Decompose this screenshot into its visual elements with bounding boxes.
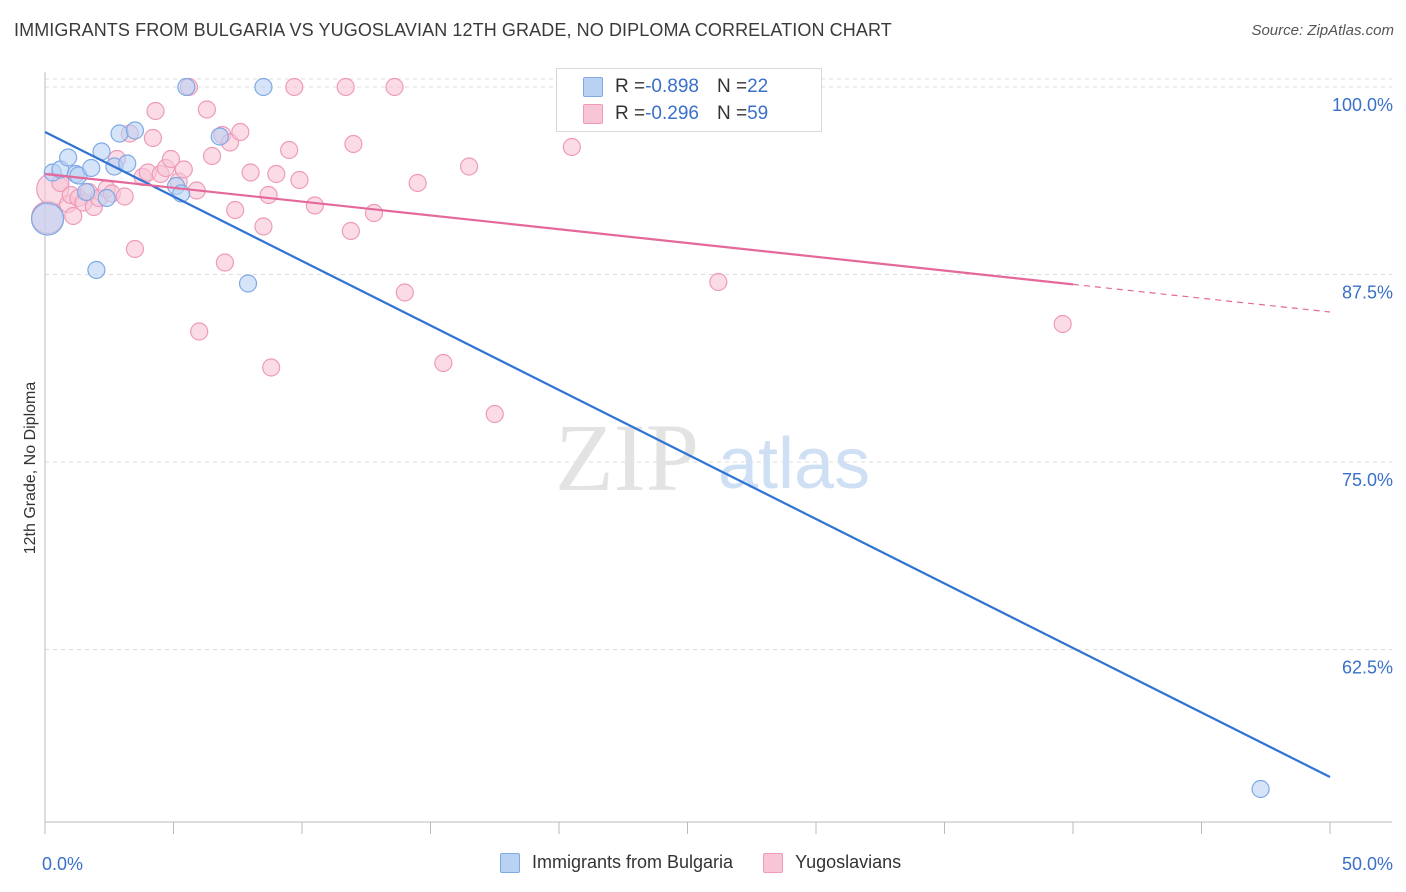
point-yugoslavians [231, 122, 250, 142]
point-yugoslavians [280, 140, 299, 160]
y-tick-label: 62.5% [1342, 658, 1393, 678]
point-bulgaria [82, 158, 101, 178]
legend-r-label: R = [615, 103, 646, 124]
point-bulgaria [1251, 779, 1270, 799]
point-yugoslavians [485, 404, 504, 424]
legend-row-yugoslavians: R = -0.296 N = 59 [583, 101, 768, 127]
point-yugoslavians [1053, 314, 1072, 334]
source-label: Source: ZipAtlas.com [1251, 22, 1394, 39]
chart-title: IMMIGRANTS FROM BULGARIA VS YUGOSLAVIAN … [14, 20, 892, 40]
legend-n-label: N = [716, 76, 748, 97]
point-yugoslavians [408, 173, 427, 193]
point-bulgaria [97, 188, 116, 208]
y-tick-label: 75.0% [1342, 470, 1393, 490]
point-yugoslavians [305, 196, 324, 215]
trend-line-dashed [1072, 283, 1331, 313]
point-yugoslavians [215, 253, 234, 272]
point-yugoslavians [226, 200, 245, 220]
point-bulgaria [177, 77, 196, 97]
point-yugoslavians [259, 185, 278, 205]
y-tick-label: 100.0% [1332, 95, 1393, 115]
series-legend: Immigrants from Bulgaria Yugoslavians [500, 852, 931, 873]
point-yugoslavians [709, 272, 728, 292]
x-tick-label: 0.0% [42, 854, 83, 874]
point-yugoslavians [174, 160, 193, 179]
stats-legend: R = -0.898 N = 22 R = -0.296 N = 59 [556, 68, 822, 132]
tick-labels: 62.5% 75.0% 87.5% 100.0% 0.0% 50.0% [42, 95, 1393, 874]
legend-n-label: N = [716, 103, 748, 124]
watermark-atlas: atlas [718, 424, 870, 504]
point-yugoslavians [562, 137, 581, 157]
point-yugoslavians [202, 146, 222, 166]
point-yugoslavians [146, 101, 165, 121]
point-yugoslavians [290, 170, 309, 190]
point-bulgaria [110, 124, 129, 143]
point-bulgaria [238, 274, 258, 293]
legend-r-label: R = [615, 76, 646, 97]
point-yugoslavians [344, 134, 363, 154]
point-yugoslavians [364, 203, 384, 223]
trend-lines [44, 131, 1331, 778]
legend-label-yugoslavians: Yugoslavians [795, 852, 902, 872]
point-yugoslavians [262, 358, 281, 377]
legend-n-value: 59 [747, 103, 769, 124]
point-yugoslavians [434, 353, 453, 373]
point-yugoslavians [395, 283, 414, 302]
point-yugoslavians [197, 100, 217, 119]
legend-row-bulgaria: R = -0.898 N = 22 [583, 74, 768, 100]
legend-r-value: -0.898 [645, 76, 699, 97]
trend-line [44, 131, 1331, 778]
point-bulgaria [210, 127, 229, 146]
legend-swatch-yugoslavians [583, 104, 603, 124]
point-bulgaria [125, 121, 145, 140]
legend-swatch-bulgaria [500, 852, 520, 873]
point-yugoslavians [285, 77, 304, 97]
point-bulgaria [254, 77, 273, 97]
point-yugoslavians [385, 77, 404, 97]
point-yugoslavians [267, 164, 286, 184]
y-tick-label: 87.5% [1342, 283, 1393, 303]
legend-r-value: -0.296 [645, 103, 699, 124]
legend-swatch-yugoslavians [763, 852, 784, 873]
point-bulgaria [118, 154, 137, 173]
point-yugoslavians [254, 217, 273, 236]
legend-item-yugoslavians: Yugoslavians [763, 852, 901, 873]
point-yugoslavians [459, 157, 479, 176]
point-bulgaria [59, 148, 78, 167]
series-yugoslavians-points [30, 77, 1072, 424]
point-yugoslavians [115, 187, 134, 206]
trend-line-solid [44, 172, 1074, 286]
legend-swatch-bulgaria [583, 77, 603, 97]
point-yugoslavians [241, 163, 260, 182]
point-yugoslavians [143, 128, 163, 148]
watermark-zip: ZIP [555, 404, 699, 511]
x-tick-label: 50.0% [1342, 854, 1393, 874]
legend-label-bulgaria: Immigrants from Bulgaria [532, 852, 734, 872]
point-bulgaria [30, 202, 65, 236]
legend-n-value: 22 [747, 76, 769, 97]
point-yugoslavians [190, 322, 209, 341]
point-yugoslavians [336, 77, 355, 97]
point-bulgaria [77, 182, 96, 202]
point-yugoslavians [125, 239, 145, 259]
point-bulgaria [87, 260, 106, 280]
legend-item-bulgaria: Immigrants from Bulgaria [500, 852, 733, 873]
point-yugoslavians [64, 206, 83, 226]
y-axis-label: 12th Grade, No Diploma [22, 381, 39, 555]
point-yugoslavians [341, 221, 360, 241]
point-yugoslavians [161, 149, 181, 169]
watermark: ZIP atlas [555, 404, 870, 511]
